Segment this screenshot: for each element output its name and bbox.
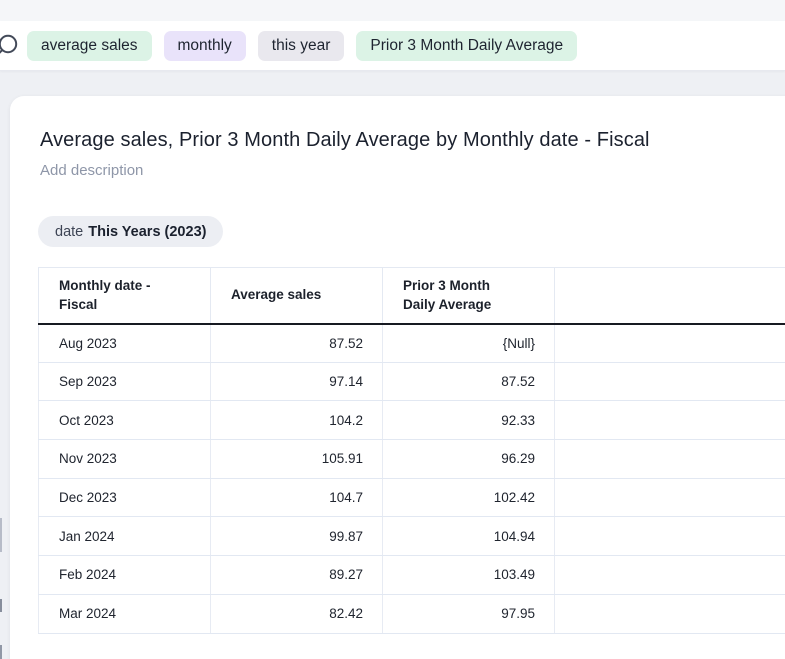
- column-header-empty: [554, 267, 785, 325]
- table-cell-month[interactable]: Sep 2023: [38, 362, 211, 402]
- search-bar[interactable]: average sales monthly this year Prior 3 Mon…: [0, 21, 785, 71]
- table-row: Mar 2024 82.42 97.95: [38, 594, 785, 634]
- table-row: Oct 2023 104.2 92.33: [38, 400, 785, 441]
- table-cell-average_sales[interactable]: 105.91: [210, 439, 383, 479]
- table-row: Dec 2023 104.7 102.42: [38, 478, 785, 518]
- table-row: Sep 2023 97.14 87.52: [38, 362, 785, 402]
- date-filter-chip[interactable]: date This Years (2023): [38, 216, 224, 247]
- table-cell-month[interactable]: Nov 2023: [38, 439, 211, 479]
- window-top-strip: [0, 0, 785, 21]
- left-edge-sliver: [0, 518, 2, 552]
- table-cell-average_sales[interactable]: 97.14: [210, 362, 383, 402]
- table-cell-prior_3_month_daily_average[interactable]: 104.94: [382, 516, 555, 557]
- column-header[interactable]: Average sales: [210, 267, 383, 325]
- column-header[interactable]: Prior 3 Month Daily Average: [382, 267, 555, 325]
- table-cell-empty: [554, 478, 785, 518]
- table-header: Monthly date - Fiscal Average sales Prior …: [38, 267, 785, 325]
- table-cell-prior_3_month_daily_average[interactable]: 87.52: [382, 362, 555, 402]
- table-cell-month[interactable]: Mar 2024: [38, 594, 211, 634]
- table-cell-empty: [554, 362, 785, 402]
- table-cell-prior_3_month_daily_average[interactable]: 102.42: [382, 478, 555, 518]
- table-cell-empty: [554, 516, 785, 557]
- filter-field-label: date: [55, 223, 84, 240]
- table-cell-month[interactable]: Aug 2023: [38, 323, 211, 363]
- column-header[interactable]: Monthly date - Fiscal: [38, 267, 211, 325]
- table-row: Jan 2024 99.87 104.94: [38, 516, 785, 557]
- table-cell-empty: [554, 555, 785, 595]
- table-row: Feb 2024 89.27 103.49: [38, 555, 785, 595]
- answer-title: Average sales, Prior 3 Month Daily Avera…: [40, 129, 650, 151]
- table-cell-prior_3_month_daily_average[interactable]: 97.95: [382, 594, 555, 634]
- table-cell-average_sales[interactable]: 104.2: [210, 400, 383, 441]
- table-cell-average_sales[interactable]: 87.52: [210, 323, 383, 363]
- table-cell-month[interactable]: Feb 2024: [38, 555, 211, 595]
- table-cell-average_sales[interactable]: 89.27: [210, 555, 383, 595]
- table-cell-month[interactable]: Oct 2023: [38, 400, 211, 441]
- table-cell-empty: [554, 439, 785, 479]
- table-cell-empty: [554, 400, 785, 441]
- column-header-label: Prior 3 Month Daily Average: [403, 277, 492, 313]
- table-row: Aug 2023 87.52 {Null}: [38, 323, 785, 363]
- table-cell-empty: [554, 323, 785, 363]
- table-cell-prior_3_month_daily_average[interactable]: {Null}: [382, 323, 555, 363]
- add-description-link[interactable]: Add description: [40, 162, 144, 179]
- table-cell-average_sales[interactable]: 99.87: [210, 516, 383, 557]
- table-cell-prior_3_month_daily_average[interactable]: 103.49: [382, 555, 555, 595]
- table-cell-average_sales[interactable]: 104.7: [210, 478, 383, 518]
- left-edge-sliver: [0, 599, 2, 612]
- table-cell-month[interactable]: Dec 2023: [38, 478, 211, 518]
- table-row: Nov 2023 105.91 96.29: [38, 439, 785, 479]
- table-cell-prior_3_month_daily_average[interactable]: 92.33: [382, 400, 555, 441]
- column-header-label: Average sales: [231, 287, 322, 303]
- search-token-keyword[interactable]: this year: [257, 31, 345, 61]
- results-table-container: Monthly date - Fiscal Average sales Prior …: [38, 267, 785, 634]
- search-token-measure[interactable]: Prior 3 Month Daily Average: [356, 31, 578, 61]
- table-cell-empty: [554, 594, 785, 634]
- filter-value-label: This Years (2023): [88, 223, 207, 240]
- search-token-list[interactable]: average sales monthly this year Prior 3 Mon…: [27, 21, 578, 71]
- table-cell-prior_3_month_daily_average[interactable]: 96.29: [382, 439, 555, 479]
- table-cell-month[interactable]: Jan 2024: [38, 516, 211, 557]
- left-edge-sliver: [0, 645, 2, 659]
- table-cell-average_sales[interactable]: 82.42: [210, 594, 383, 634]
- answer-card: Average sales, Prior 3 Month Daily Avera…: [10, 96, 785, 659]
- search-token-measure[interactable]: average sales: [27, 31, 152, 61]
- results-table: Monthly date - Fiscal Average sales Prior …: [38, 267, 785, 634]
- search-icon: [0, 33, 20, 59]
- search-token-keyword[interactable]: monthly: [163, 31, 246, 61]
- column-header-label: Monthly date - Fiscal: [59, 277, 151, 313]
